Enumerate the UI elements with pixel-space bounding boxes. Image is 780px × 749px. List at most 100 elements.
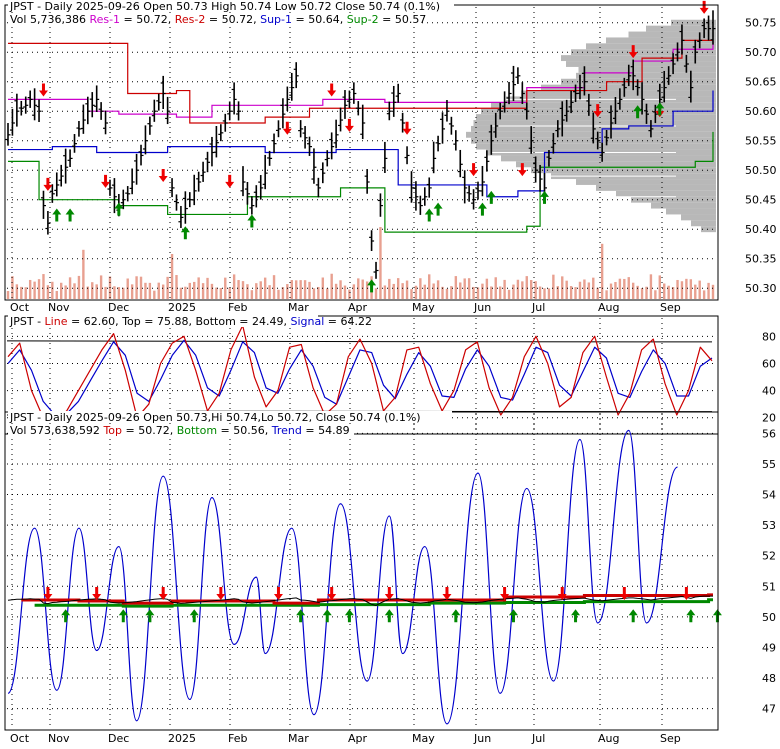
trend-sell-arrow-0 [43,587,53,601]
price-x-label-9: Jul [531,301,545,314]
price-bar-146 [652,104,658,124]
stoch-main-line [7,324,713,421]
trend-x-label-7: May [412,732,435,745]
price-bar-22 [103,110,109,135]
price-bar-49 [222,113,228,132]
stoch-title-part-8: = 64.22 [324,315,372,328]
price-bar-35 [160,75,166,109]
price-bar-81 [364,169,370,194]
volume-bar-94 [423,284,426,299]
volume-bar-74 [334,283,338,299]
stoch-signal-line [7,339,713,416]
price-bar-142 [635,79,641,96]
price-sell-arrow-8 [402,121,412,135]
volume-bar-48 [219,288,223,299]
price-bar-157 [701,18,707,39]
price-bar-65 [293,62,299,89]
price-bar-63 [284,86,290,112]
trend-x-label-3: 2025 [168,732,196,745]
volume-bar-81 [365,281,369,299]
volume-bar-116 [521,281,524,299]
volume-bar-104 [467,278,471,299]
trend-y-tick-8: 55 [762,458,776,471]
volume-bar-25 [117,287,121,299]
volume-profile-bar-34 [691,220,716,227]
price-bar-86 [386,101,392,121]
trend-sell-arrow-5 [327,587,337,601]
volume-bar-153 [685,278,688,299]
price-bar-92 [413,181,419,211]
stoch-top-line [6,340,713,343]
volume-bar-73 [330,273,333,299]
price-x-label-6: Apr [348,301,368,314]
volume-profile-bar-24 [516,161,716,168]
price-x-label-1: Nov [48,301,70,314]
price-bar-1 [9,108,15,136]
price-bar-129 [577,74,583,100]
volume-bar-132 [592,277,595,299]
price-sell-arrow-5 [282,121,292,135]
price-bar-152 [679,24,685,55]
price-buy-arrow-4 [247,214,257,228]
price-bar-8 [40,190,46,219]
price-bar-116 [519,82,525,105]
volume-profile-bar-30 [631,196,716,203]
stoch-title-part-4: = 75.88, [141,315,196,328]
volume-bar-52 [237,280,240,299]
price-bar-158 [706,15,712,41]
volume-bar-31 [144,282,147,299]
volume-bar-11 [55,290,58,299]
volume-bar-112 [503,279,506,299]
trend-x-label-9: Jul [531,732,545,745]
price-sell-arrow-0 [38,83,48,97]
trend-x-label-6: Apr [348,732,368,745]
volume-bar-102 [459,282,462,299]
trend-sell-arrow-9 [557,587,567,601]
volume-bar-108 [485,278,489,299]
price-y-tick-2: 50.40 [745,223,777,236]
volume-bar-100 [450,286,453,299]
price-title-part-0: JPST - Daily 2025-09-26 Open 50.73 High … [9,0,440,13]
price-bar-45 [205,151,211,173]
volume-profile-bar-11 [541,84,716,91]
volume-profile-bar-9 [576,72,716,79]
price-sell-arrow-14 [699,0,709,14]
price-title-bg [8,0,454,12]
volume-bar-133 [596,287,599,299]
stoch-y-tick-3: 80 [762,330,776,343]
volume-bar-86 [388,278,391,299]
price-bar-75 [338,107,344,132]
volume-bar-59 [268,285,271,299]
volume-profile-bar-7 [566,61,716,67]
price-bar-34 [156,93,162,111]
price-bar-123 [550,132,556,154]
price-bar-23 [107,179,113,196]
trend-buy-arrow-0 [61,609,71,623]
price-y-tick-0: 50.30 [745,282,777,295]
volume-bar-103 [463,278,466,299]
price-y-tick-4: 50.50 [745,164,777,177]
price-bar-7 [36,99,42,123]
volume-profile-bar-29 [616,190,716,197]
volume-profile-bar-14 [491,102,716,109]
price-bar-105 [471,189,477,210]
price-bar-3 [18,100,24,116]
stoch-title-part-0: JPST - [9,315,45,328]
volume-bar-96 [432,283,435,299]
price-bar-43 [196,171,202,192]
price-subtitle-part-2: = 50.72, [120,13,175,26]
price-sell-arrow-7 [344,118,354,132]
price-bar-52 [236,101,242,121]
volume-bar-43 [197,277,200,299]
price-bar-117 [524,102,530,120]
price-bar-156 [697,32,703,49]
stoch-panel-frame [4,315,719,435]
trend-y-tick-4: 51 [762,580,776,593]
price-bar-48 [218,124,224,142]
volume-bar-123 [552,274,555,299]
volume-bar-152 [680,281,684,299]
price-x-label-7: May [412,301,435,314]
volume-bar-33 [153,290,156,299]
volume-bar-155 [694,284,697,299]
